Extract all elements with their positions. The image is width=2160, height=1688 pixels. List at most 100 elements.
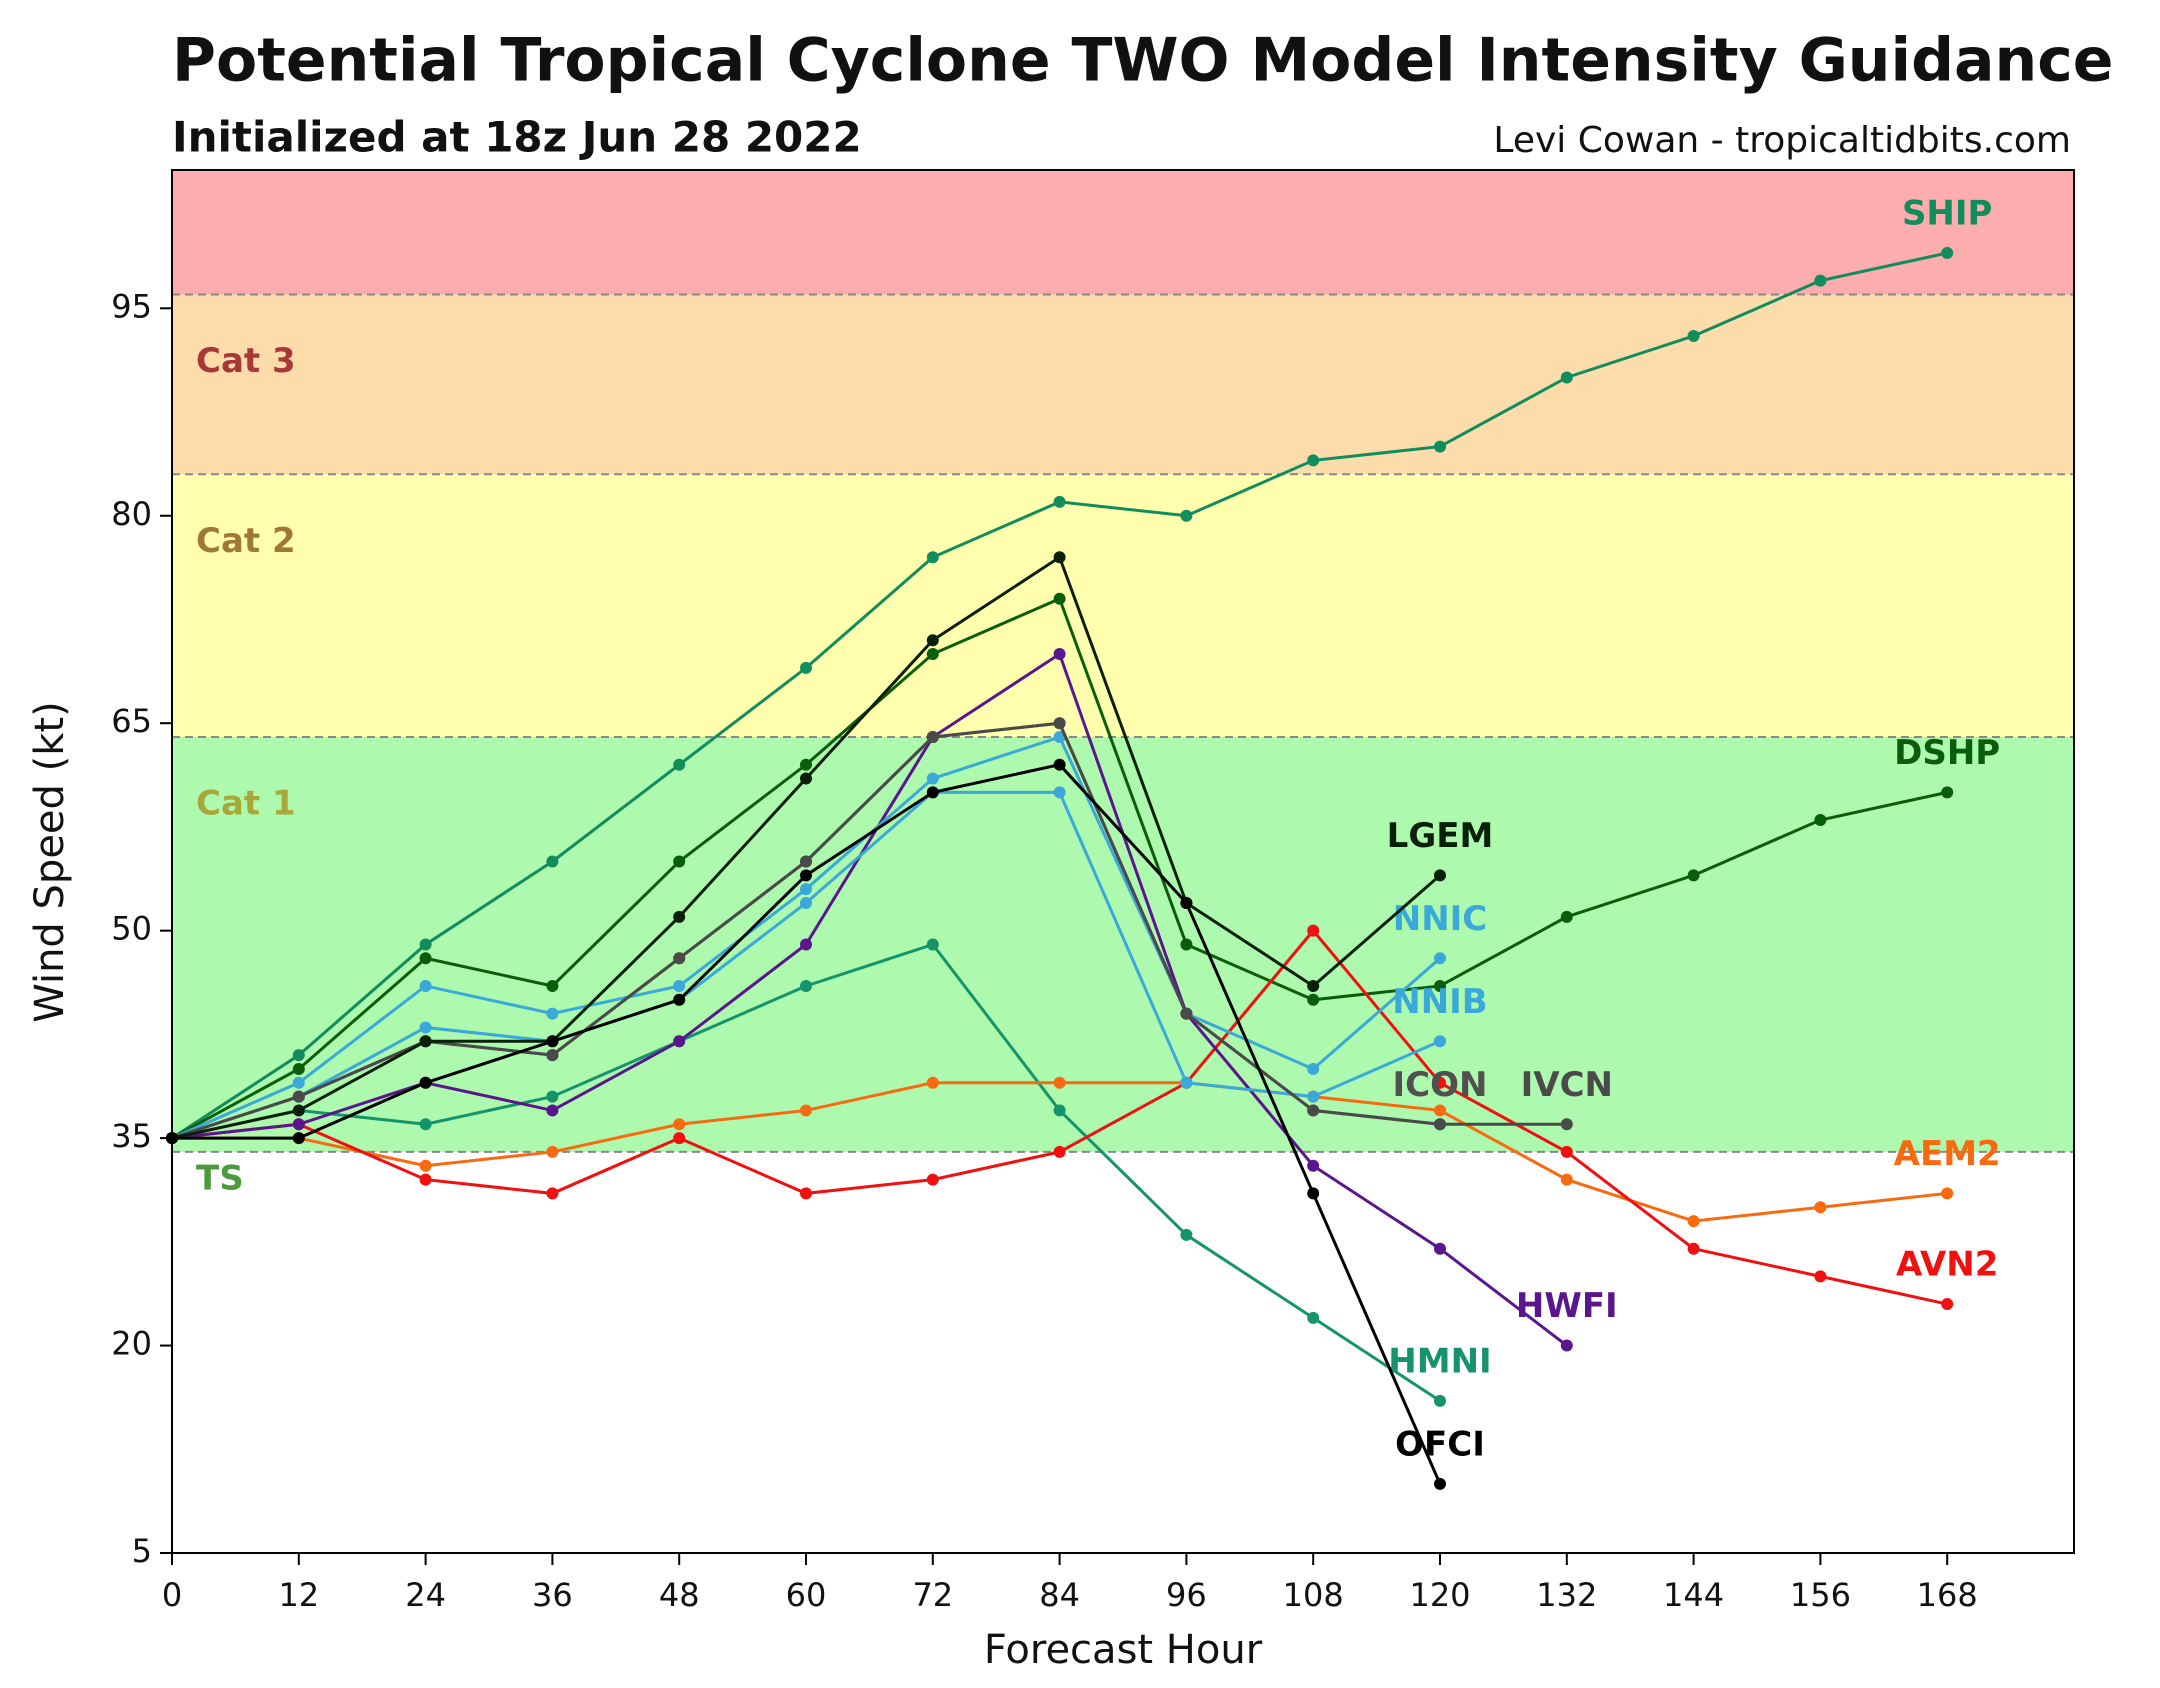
- series-label: IVCN: [1521, 1065, 1613, 1105]
- data-point: [800, 1187, 812, 1200]
- data-point: [926, 648, 939, 661]
- data-point: [1180, 1007, 1193, 1020]
- data-point: [1307, 1311, 1320, 1324]
- series-label: DSHP: [1894, 733, 2000, 773]
- data-point: [1941, 1187, 1954, 1200]
- x-tick-label: 156: [1790, 1576, 1851, 1614]
- data-point: [292, 1104, 305, 1117]
- data-point: [1434, 1477, 1446, 1490]
- data-point: [1434, 1076, 1446, 1089]
- data-point: [1180, 896, 1193, 909]
- data-point: [926, 1173, 939, 1186]
- data-point: [1814, 274, 1827, 287]
- data-point: [1053, 648, 1066, 661]
- data-point: [419, 1035, 432, 1048]
- data-point: [926, 772, 939, 785]
- data-point: [1687, 1242, 1700, 1255]
- data-point: [1560, 910, 1573, 923]
- data-point: [1434, 1242, 1446, 1255]
- data-point: [546, 1090, 559, 1103]
- data-point: [1941, 786, 1954, 799]
- data-point: [800, 869, 812, 882]
- data-point: [673, 952, 686, 965]
- category-band: [172, 170, 2074, 295]
- data-point: [1434, 440, 1446, 453]
- data-point: [1053, 1145, 1066, 1158]
- series-label: NNIB: [1392, 982, 1487, 1022]
- data-point: [1307, 924, 1320, 937]
- data-point: [1307, 454, 1320, 467]
- data-point: [1307, 1104, 1320, 1117]
- data-point: [1814, 1201, 1827, 1214]
- data-point: [1053, 758, 1066, 771]
- data-point: [800, 758, 812, 771]
- data-point: [419, 1076, 432, 1089]
- y-tick-label: 50: [111, 910, 152, 948]
- x-tick-label: 0: [162, 1576, 182, 1614]
- x-tick-label: 36: [532, 1576, 573, 1614]
- data-point: [926, 551, 939, 564]
- data-point: [419, 1118, 432, 1131]
- series-label: ICON: [1393, 1065, 1488, 1105]
- x-tick-label: 96: [1166, 1576, 1207, 1614]
- y-tick-label: 80: [111, 495, 152, 533]
- data-point: [546, 1145, 559, 1158]
- data-point: [1053, 495, 1066, 508]
- data-point: [800, 896, 812, 909]
- data-point: [1307, 1090, 1320, 1103]
- y-tick-label: 35: [111, 1117, 152, 1155]
- data-point: [1053, 1076, 1066, 1089]
- data-point: [292, 1049, 305, 1062]
- category-band: [172, 474, 2074, 738]
- series-label: LGEM: [1387, 816, 1494, 856]
- chart-subtitle: Initialized at 18z Jun 28 2022: [172, 113, 862, 162]
- data-point: [546, 1007, 559, 1020]
- data-point: [1687, 869, 1700, 882]
- data-point: [1053, 592, 1066, 605]
- series-line: [171, 721, 1567, 1140]
- series-label: SHIP: [1902, 193, 1993, 233]
- x-tick-label: 48: [659, 1576, 700, 1614]
- data-point: [1814, 1270, 1827, 1283]
- data-point: [673, 993, 686, 1006]
- chart-title: Potential Tropical Cyclone TWO Model Int…: [172, 26, 2114, 96]
- category-band: [172, 294, 2074, 475]
- data-point: [1307, 1062, 1320, 1075]
- data-point: [419, 979, 432, 992]
- data-point: [1687, 329, 1700, 342]
- data-point: [800, 661, 812, 674]
- data-point: [926, 731, 939, 744]
- data-point: [292, 1076, 305, 1089]
- data-point: [292, 1132, 305, 1145]
- data-point: [1307, 979, 1320, 992]
- data-point: [1053, 1104, 1066, 1117]
- data-point: [1941, 1298, 1954, 1311]
- x-tick-label: 60: [786, 1576, 827, 1614]
- x-axis-title: Forecast Hour: [984, 1627, 1263, 1673]
- data-point: [1053, 786, 1066, 799]
- data-point: [546, 979, 559, 992]
- data-point: [926, 634, 939, 647]
- data-point: [1434, 1118, 1446, 1131]
- data-point: [926, 1076, 939, 1089]
- data-point: [292, 1062, 305, 1075]
- data-point: [800, 883, 812, 896]
- x-tick-label: 72: [912, 1576, 953, 1614]
- series-label: HMNI: [1388, 1341, 1491, 1381]
- y-axis-title: Wind Speed (kt): [27, 701, 73, 1022]
- data-point: [1434, 869, 1446, 882]
- series-label: AEM2: [1894, 1134, 2001, 1174]
- plot-frame: [171, 169, 2075, 1554]
- data-point: [673, 758, 686, 771]
- data-point: [1434, 979, 1446, 992]
- data-point: [1560, 1118, 1573, 1131]
- data-point: [673, 855, 686, 868]
- data-point: [1434, 1035, 1446, 1048]
- series-label: AVN2: [1896, 1245, 1998, 1285]
- band-label: TS: [196, 1158, 244, 1198]
- data-point: [1053, 731, 1066, 744]
- data-point: [292, 1118, 305, 1131]
- data-point: [419, 1173, 432, 1186]
- data-point: [1307, 1187, 1320, 1200]
- data-point: [673, 979, 686, 992]
